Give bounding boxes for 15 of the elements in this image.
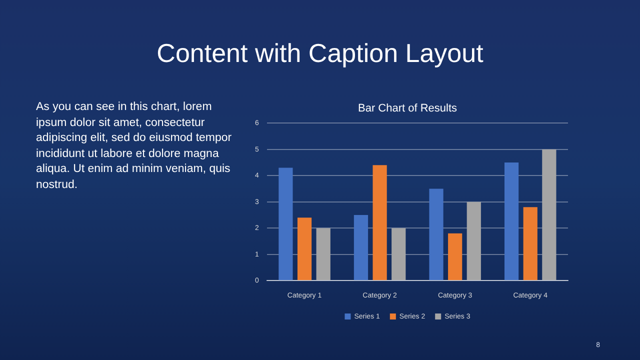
bar [278,168,293,280]
bar [372,165,387,280]
bar [523,207,538,280]
bar [297,218,312,280]
bar [316,228,330,280]
bar [466,202,481,280]
bar [448,233,462,280]
text: Content with Caption Layout [156,38,484,69]
bar [542,149,556,280]
text: As you can see in this chart, lorem ipsum dolor sit amet, consectetur adipiscing elit, sed do eiusmod tempor incididunt ut labore et dolore magna aliqua. Ut enim ad minim veniam, quis nostrud. [36,100,233,192]
bar [504,162,519,280]
bar [429,188,444,280]
bar [354,215,368,280]
bar [392,228,406,280]
chart-title: Bar Chart of Results [358,102,458,115]
